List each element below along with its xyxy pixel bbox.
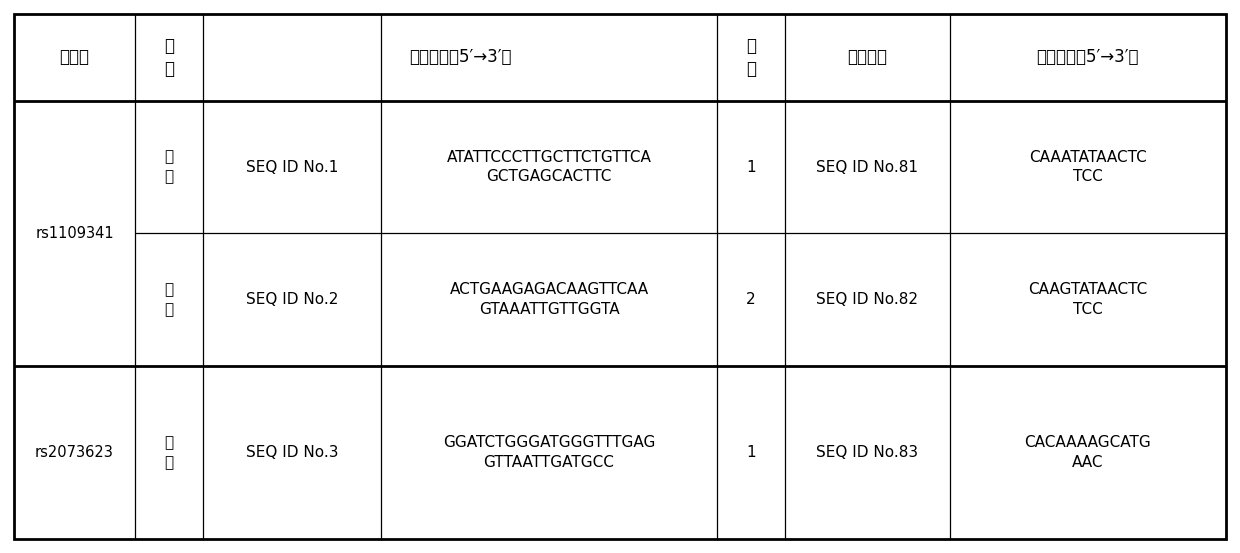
Text: 引
物: 引 物 [164, 36, 175, 78]
Text: 探针序列（5′→3′）: 探针序列（5′→3′） [1037, 48, 1140, 66]
Text: 2: 2 [746, 293, 755, 307]
Text: 引物序列（5′→3′）: 引物序列（5′→3′） [409, 48, 511, 66]
Text: CAAGTATAACTC
TCC: CAAGTATAACTC TCC [1028, 283, 1147, 317]
Text: 下
游: 下 游 [165, 283, 174, 317]
Text: CAAATATAACTC
TCC: CAAATATAACTC TCC [1029, 150, 1147, 185]
Text: ACTGAAGAGACAAGTTCAA
GTAAATTGTTGGTA: ACTGAAGAGACAAGTTCAA GTAAATTGTTGGTA [449, 283, 649, 317]
Text: 上
游: 上 游 [165, 150, 174, 185]
Text: rs2073623: rs2073623 [35, 445, 114, 460]
Text: CACAAAAGCATG
AAC: CACAAAAGCATG AAC [1024, 435, 1151, 470]
Text: 1: 1 [746, 445, 755, 460]
Text: SEQ ID No.83: SEQ ID No.83 [816, 445, 919, 460]
Text: 1: 1 [746, 159, 755, 175]
Text: SEQ ID No.2: SEQ ID No.2 [246, 293, 339, 307]
Text: rs1109341: rs1109341 [35, 226, 114, 241]
Text: SEQ ID No.3: SEQ ID No.3 [246, 445, 339, 460]
Text: SEQ ID No.1: SEQ ID No.1 [246, 159, 339, 175]
Text: SEQ ID No.82: SEQ ID No.82 [816, 293, 919, 307]
Text: 序列号: 序列号 [60, 48, 89, 66]
Text: ATATTCCCTTGCTTCTGTTCA
GCTGAGCACTTC: ATATTCCCTTGCTTCTGTTCA GCTGAGCACTTC [446, 150, 651, 185]
Text: 探
针: 探 针 [746, 36, 756, 78]
Text: 探针序列: 探针序列 [847, 48, 888, 66]
Text: SEQ ID No.81: SEQ ID No.81 [816, 159, 919, 175]
Text: 上
游: 上 游 [165, 435, 174, 470]
Text: GGATCTGGGATGGGTTTGAG
GTTAATTGATGCC: GGATCTGGGATGGGTTTGAG GTTAATTGATGCC [443, 435, 655, 470]
